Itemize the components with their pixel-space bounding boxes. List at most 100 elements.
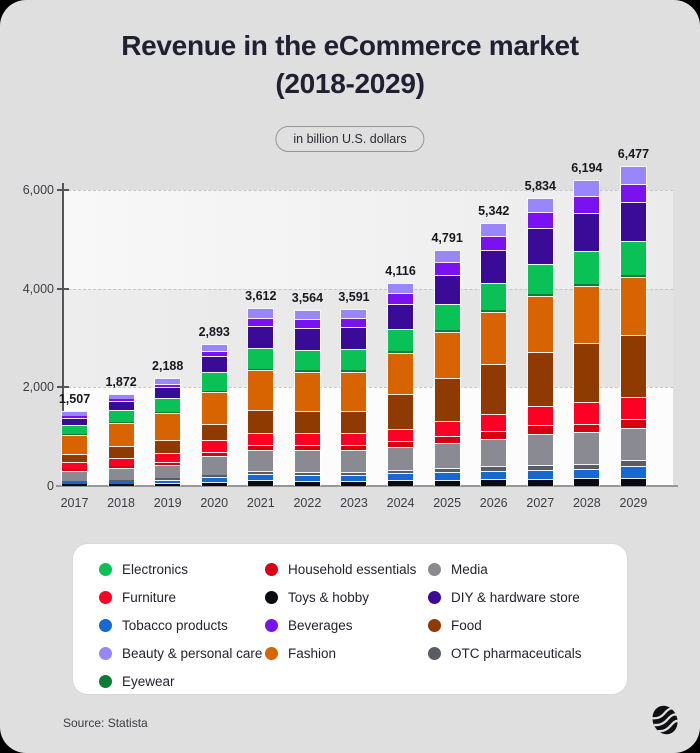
unit-badge: in billion U.S. dollars: [275, 126, 425, 152]
segment-media: [108, 467, 134, 480]
segment-toys-hobby: [294, 480, 320, 486]
segment-eyewear: [574, 283, 600, 287]
legend-dot: [99, 563, 112, 576]
legend-dot: [265, 647, 278, 660]
segment-fashion: [527, 295, 553, 353]
stacked-bar-2029: [619, 166, 647, 486]
segment-media: [201, 455, 227, 475]
legend-dot: [265, 563, 278, 576]
segment-food: [481, 363, 507, 415]
segment-diy-hardware-store: [62, 417, 87, 426]
segment-food: [620, 335, 646, 397]
legend-dot: [428, 619, 441, 632]
legend-item-electronics: Electronics: [99, 560, 265, 579]
stacked-bar-2017: [61, 411, 88, 486]
x-axis-label-2028: 2028: [572, 496, 601, 510]
segment-diy-hardware-store: [434, 274, 460, 304]
segment-furniture: [434, 420, 460, 437]
segment-beverages: [620, 184, 646, 203]
stacked-bar-2027: [526, 198, 554, 486]
bar-total-label: 6,194: [571, 161, 603, 176]
segment-toys-hobby: [248, 479, 274, 486]
legend-item-household-essentials: Household essentials: [265, 560, 428, 579]
segment-household-essentials: [201, 452, 227, 456]
stacked-bar-2021: [247, 307, 275, 486]
segment-otc-pharmaceuticals: [527, 465, 553, 470]
segment-fashion: [574, 286, 600, 344]
segment-beauty-personal-care: [434, 249, 460, 262]
bar-total-label: 3,591: [338, 289, 370, 304]
y-axis-tick-label: 4,000: [22, 281, 54, 296]
legend-card: Electronics Furniture Tobacco products Beau…: [72, 543, 628, 695]
segment-food: [62, 453, 87, 463]
plot-band: [63, 288, 673, 388]
x-axis-label-2023: 2023: [340, 496, 368, 510]
bar-total-label: 3,564: [291, 291, 324, 306]
legend-dot: [99, 619, 112, 632]
segment-media: [294, 450, 320, 472]
bar-slot-2024: 4,116: [385, 264, 416, 486]
legend-dot: [99, 647, 112, 660]
segment-electronics: [62, 425, 87, 434]
stacked-bar-2023: [340, 308, 368, 486]
segment-toys-hobby: [62, 483, 87, 486]
segment-otc-pharmaceuticals: [294, 471, 320, 475]
bar-slot-2025: 4,791: [431, 231, 463, 486]
segment-fashion: [294, 371, 320, 412]
legend-dot: [428, 591, 441, 604]
segment-eyewear: [527, 293, 553, 296]
x-axis-label-2025: 2025: [433, 496, 462, 510]
segment-toys-hobby: [155, 483, 181, 486]
segment-household-essentials: [248, 445, 274, 450]
segment-eyewear: [201, 390, 227, 392]
legend-dot: [428, 647, 441, 660]
bar-total-label: 5,834: [524, 179, 556, 194]
legend-item-tobacco-products: Tobacco products: [99, 616, 265, 635]
segment-food: [248, 410, 274, 433]
legend-dot: [99, 591, 112, 604]
segment-tobacco-products: [248, 474, 274, 480]
legend-label: Tobacco products: [122, 618, 228, 633]
segment-beauty-personal-care: [155, 378, 181, 384]
bar-slot-2029: 6,477: [618, 147, 649, 486]
x-axis-label-2019: 2019: [153, 496, 182, 510]
segment-furniture: [620, 396, 646, 420]
segment-food: [434, 378, 460, 421]
segment-eyewear: [341, 370, 367, 372]
segment-otc-pharmaceuticals: [155, 478, 181, 481]
segment-household-essentials: [62, 468, 87, 471]
segment-beauty-personal-care: [527, 198, 553, 213]
segment-diy-hardware-store: [481, 250, 507, 283]
bar-total-label: 1,507: [58, 392, 91, 407]
segment-media: [527, 433, 553, 466]
stacked-bar-2019: [154, 378, 182, 486]
segment-tobacco-products: [620, 465, 646, 478]
segment-tobacco-products: [388, 473, 414, 481]
segment-eyewear: [388, 351, 414, 353]
segment-beverages: [434, 261, 460, 275]
legend-item-beauty-personal-care: Beauty & personal care: [99, 644, 265, 663]
segment-toys-hobby: [527, 478, 553, 486]
segment-diy-hardware-store: [248, 325, 274, 349]
segment-fashion: [388, 352, 414, 395]
segment-tobacco-products: [62, 482, 87, 484]
segment-eyewear: [62, 433, 87, 435]
segment-fashion: [341, 371, 367, 412]
legend-column: Household essentials Toys & hobby Beverage…: [265, 560, 428, 694]
segment-tobacco-products: [294, 474, 320, 481]
segment-toys-hobby: [341, 481, 367, 486]
segment-fashion: [434, 331, 460, 379]
segment-tobacco-products: [574, 468, 600, 479]
segment-otc-pharmaceuticals: [248, 471, 274, 475]
x-axis-label-2029: 2029: [619, 496, 648, 510]
legend-item-toys-hobby: Toys & hobby: [265, 588, 428, 607]
y-axis-tick-label: 0: [47, 479, 54, 493]
segment-media: [388, 446, 414, 470]
legend-label: Beauty & personal care: [122, 646, 263, 661]
segment-eyewear: [620, 274, 646, 278]
bar-total-label: 5,342: [478, 203, 510, 218]
segment-otc-pharmaceuticals: [574, 463, 600, 469]
segment-toys-hobby: [434, 479, 460, 486]
segment-household-essentials: [155, 462, 181, 466]
segment-media: [434, 443, 460, 468]
